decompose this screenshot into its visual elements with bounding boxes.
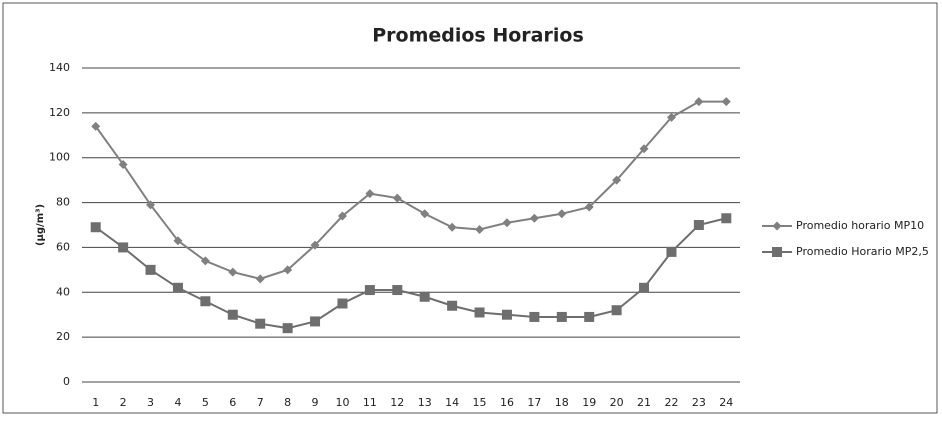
data-point: [475, 224, 485, 234]
data-point: [145, 264, 156, 275]
data-point: [365, 189, 375, 199]
data-point: [228, 267, 238, 277]
data-point: [310, 316, 321, 327]
x-tick-label: 22: [664, 396, 678, 409]
data-point: [200, 256, 210, 266]
x-tick-label: 4: [174, 396, 181, 409]
data-point: [584, 311, 595, 322]
data-point: [200, 296, 211, 307]
x-tick-label: 13: [418, 396, 432, 409]
data-point: [420, 209, 430, 219]
y-axis-label: (µg/m³): [35, 204, 46, 246]
data-point: [501, 309, 512, 320]
y-tick-label: 40: [56, 285, 70, 298]
y-tick-label: 0: [63, 375, 70, 388]
data-point: [255, 274, 265, 284]
data-point: [337, 211, 347, 221]
data-point: [502, 218, 512, 228]
data-point: [392, 193, 402, 203]
data-point: [447, 300, 458, 311]
data-point: [172, 282, 183, 293]
x-tick-label: 1: [92, 396, 99, 409]
x-tick-label: 23: [692, 396, 706, 409]
data-point: [282, 323, 293, 334]
x-tick-label: 21: [637, 396, 651, 409]
x-tick-label: 11: [363, 396, 377, 409]
series-line: [94, 100, 727, 280]
y-tick-label: 60: [56, 240, 70, 253]
data-point: [721, 97, 731, 107]
y-tick-label: 100: [49, 151, 70, 164]
data-point: [227, 309, 238, 320]
x-tick-label: 7: [257, 396, 264, 409]
data-point: [612, 175, 622, 185]
data-point: [283, 265, 293, 275]
x-tick-label: 24: [719, 396, 733, 409]
y-tick-label: 20: [56, 330, 70, 343]
x-tick-label: 17: [527, 396, 541, 409]
data-point: [666, 112, 676, 122]
data-point: [639, 144, 649, 154]
data-point: [118, 159, 128, 169]
data-point: [419, 291, 430, 302]
data-point: [173, 236, 183, 246]
chart-border: [2, 2, 938, 414]
chart-title: Promedios Horarios: [372, 25, 584, 47]
data-point: [146, 200, 156, 210]
x-tick-label: 20: [610, 396, 624, 409]
data-point: [721, 213, 732, 224]
x-tick-label: 12: [390, 396, 404, 409]
legend-marker: [772, 221, 782, 231]
x-tick-label: 9: [312, 396, 319, 409]
data-point: [90, 222, 101, 233]
data-point: [557, 209, 567, 219]
y-tick-label: 80: [56, 196, 70, 209]
data-point: [584, 202, 594, 212]
data-point: [639, 282, 650, 293]
x-tick-label: 6: [229, 396, 236, 409]
data-point: [118, 242, 129, 253]
data-point: [611, 305, 622, 316]
data-point: [310, 240, 320, 250]
legend-label: Promedio horario MP10: [796, 219, 924, 232]
data-point: [364, 285, 375, 296]
data-point: [693, 220, 704, 230]
data-point: [529, 213, 539, 223]
y-tick-label: 140: [49, 61, 70, 74]
data-point: [474, 307, 485, 318]
x-tick-label: 14: [445, 396, 459, 409]
x-tick-label: 8: [284, 396, 291, 409]
data-point: [666, 246, 677, 257]
data-point: [694, 97, 704, 107]
data-point: [91, 121, 101, 131]
data-point: [337, 298, 348, 309]
legend-marker: [772, 247, 782, 257]
x-tick-label: 2: [120, 396, 127, 409]
data-point: [447, 222, 457, 232]
x-tick-label: 18: [555, 396, 569, 409]
data-point: [255, 318, 266, 329]
data-point: [529, 311, 540, 322]
y-tick-label: 120: [49, 106, 70, 119]
data-point: [556, 311, 567, 322]
x-tick-label: 16: [500, 396, 514, 409]
x-tick-label: 3: [147, 396, 154, 409]
x-tick-label: 10: [335, 396, 349, 409]
data-point: [392, 285, 403, 296]
x-tick-label: 15: [473, 396, 487, 409]
legend-label: Promedio Horario MP2,5: [796, 245, 929, 258]
x-tick-label: 19: [582, 396, 596, 409]
x-tick-label: 5: [202, 396, 209, 409]
